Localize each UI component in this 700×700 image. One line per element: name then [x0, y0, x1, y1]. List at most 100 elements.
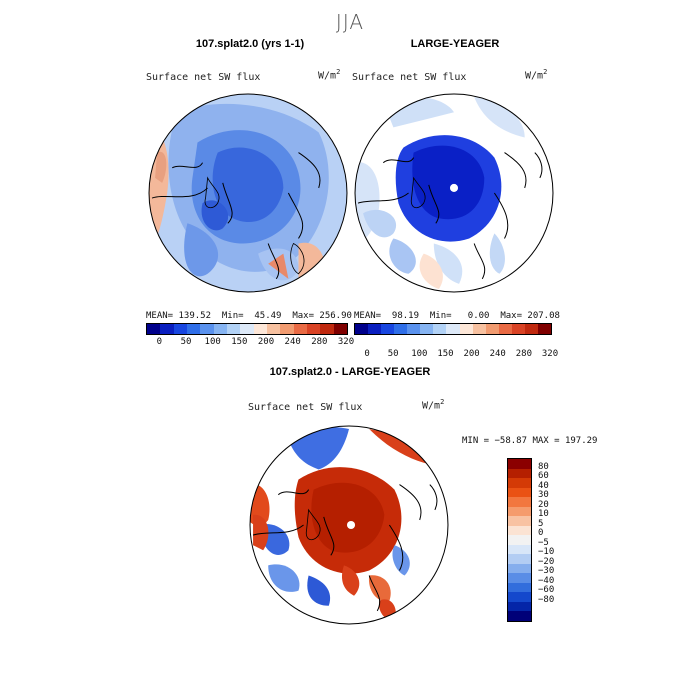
panel1-colorbar-swatch — [200, 324, 214, 334]
panel1-colorbar-tick-label: 200 — [257, 337, 275, 347]
panel1-colorbar-swatch — [240, 324, 254, 334]
panel2-colorbar-tick-label: 320 — [541, 349, 559, 359]
panel1-title: 107.splat2.0 (yrs 1-1) — [195, 38, 305, 50]
diff-colorbar-swatch — [508, 535, 531, 545]
diff-colorbar-tick-label: 30 — [538, 490, 549, 501]
diff-colorbar-tick-label: −40 — [538, 575, 555, 586]
panel1-stats: MEAN= 139.52 Min= 45.49 Max= 256.90 — [146, 311, 352, 321]
diff-colorbar-swatch — [508, 582, 531, 593]
panel1-colorbar-swatch — [147, 324, 161, 334]
diff-colorbar-tick-label: 20 — [538, 499, 549, 510]
panel2-colorbar-tick-label: 50 — [387, 349, 399, 359]
panel2-colorbar-swatch — [537, 324, 551, 334]
diff-colorbar-tick-label: 10 — [538, 509, 549, 520]
diff-colorbar-swatch — [508, 478, 531, 488]
panel1-colorbar-swatch — [173, 324, 187, 334]
panel2-colorbar-swatch — [355, 324, 369, 334]
diff-colorbar-swatch — [508, 459, 531, 469]
panel2-colorbar-ticks: 0 50 100 150 200 240 280 320 — [354, 349, 558, 361]
diff-colorbar-tick-label: −5 — [538, 537, 549, 548]
diff-colorbar-swatch — [508, 516, 531, 526]
diff-colorbar-tick-label: 80 — [538, 461, 549, 472]
panel1-colorbar-tick-label: 100 — [204, 337, 221, 347]
panel1-colorbar-swatch — [253, 324, 267, 334]
panel1-colorbar-tick-label: 50 — [180, 337, 192, 347]
panel1-colorbar-swatch — [160, 324, 174, 334]
panel2-title: LARGE-YEAGER — [410, 38, 500, 50]
panel2-colorbar — [354, 323, 552, 335]
panel2-colorbar-swatch — [381, 324, 395, 334]
diff-polar-map — [248, 424, 450, 626]
diff-colorbar — [507, 458, 532, 622]
panel1-colorbar-tick-label: 150 — [231, 337, 248, 347]
diff-colorbar-tick-label: −80 — [538, 594, 555, 605]
panel1-colorbar-swatch — [186, 324, 201, 334]
panel2-colorbar-tick-label: 150 — [437, 349, 454, 359]
panel2-colorbar-swatch — [511, 324, 525, 334]
panel2-polar-map — [353, 92, 555, 294]
panel1-colorbar-tick-label: 280 — [311, 337, 328, 347]
diff-panel-stats: MIN = −58.87 MAX = 197.29 — [462, 436, 598, 446]
diff-colorbar-swatch — [508, 554, 531, 564]
panel1-colorbar-tick-label: 240 — [284, 337, 301, 347]
panel1-units: W/m2 — [318, 68, 341, 82]
panel1-polar-map — [147, 92, 349, 294]
panel2-stats: MEAN= 98.19 Min= 0.00 Max= 207.08 — [354, 311, 560, 321]
panel2-colorbar-swatch — [485, 324, 499, 334]
panel1-variable-label: Surface net SW flux — [146, 72, 261, 83]
panel2-colorbar-swatch — [524, 324, 538, 334]
diff-colorbar-tick-label: −10 — [538, 547, 555, 558]
panel2-colorbar-tick-label: 0 — [364, 349, 370, 359]
panel1-colorbar-tick-label: 320 — [337, 337, 355, 347]
panel1-colorbar-swatch — [226, 324, 241, 334]
panel1-colorbar-swatch — [306, 324, 321, 334]
panel2-colorbar-swatch — [446, 324, 460, 334]
diff-panel-title: 107.splat2.0 - LARGE-YEAGER — [269, 366, 431, 378]
diff-colorbar-tick-label: −60 — [538, 585, 555, 596]
diff-colorbar-tick-label: 40 — [538, 480, 549, 491]
diff-colorbar-tick-label: 5 — [538, 518, 544, 529]
diff-colorbar-swatch — [508, 497, 531, 507]
diff-colorbar-tick-label: −30 — [538, 566, 555, 577]
diff-colorbar-ticks: 80 60 40 30 20 10 5 0 −5 −10 −20 −30 −40 −60 −80 — [538, 458, 578, 620]
panel2-variable-label: Surface net SW flux — [352, 72, 467, 83]
diff-panel-units: W/m2 — [422, 398, 445, 412]
diff-colorbar-swatch — [508, 525, 531, 536]
panel2-units: W/m2 — [525, 68, 548, 82]
panel1-colorbar-tick-label: 0 — [156, 337, 163, 347]
diff-colorbar-swatch — [508, 611, 531, 621]
panel2-colorbar-swatch — [433, 324, 447, 334]
panel1-colorbar — [146, 323, 348, 335]
diff-colorbar-swatch — [508, 563, 531, 574]
panel1-colorbar-swatch — [293, 324, 307, 334]
panel2-colorbar-swatch — [498, 324, 512, 334]
panel2-colorbar-swatch — [472, 324, 486, 334]
diff-colorbar-tick-label: 0 — [538, 528, 544, 539]
panel1-colorbar-swatch — [280, 324, 294, 334]
season-title: JJA — [335, 10, 365, 34]
diff-colorbar-swatch — [508, 601, 531, 612]
panel2-colorbar-swatch — [420, 324, 434, 334]
panel1-colorbar-swatch — [333, 324, 347, 334]
panel2-colorbar-swatch — [394, 324, 408, 334]
diff-colorbar-swatch — [508, 544, 531, 555]
panel2-colorbar-swatch — [459, 324, 473, 334]
panel2-colorbar-tick-label: 280 — [515, 349, 532, 359]
panel1-colorbar-ticks: 0 50 100 150 200 240 280 320 — [146, 337, 355, 349]
panel2-colorbar-tick-label: 100 — [411, 349, 428, 359]
panel1-colorbar-swatch — [213, 324, 227, 334]
diff-colorbar-swatch — [508, 487, 531, 498]
panel2-colorbar-swatch — [407, 324, 421, 334]
panel1-colorbar-swatch — [320, 324, 334, 334]
panel2-colorbar-tick-label: 200 — [463, 349, 480, 359]
diff-colorbar-tick-label: −20 — [538, 556, 555, 567]
diff-panel-variable-label: Surface net SW flux — [248, 402, 363, 413]
panel1-colorbar-swatch — [266, 324, 281, 334]
panel2-colorbar-swatch — [368, 324, 382, 334]
diff-colorbar-swatch — [508, 592, 531, 602]
diff-colorbar-swatch — [508, 573, 531, 583]
diff-colorbar-swatch — [508, 468, 531, 479]
panel2-colorbar-tick-label: 240 — [489, 349, 506, 359]
diff-colorbar-tick-label: 60 — [538, 471, 549, 482]
diff-colorbar-swatch — [508, 506, 531, 517]
